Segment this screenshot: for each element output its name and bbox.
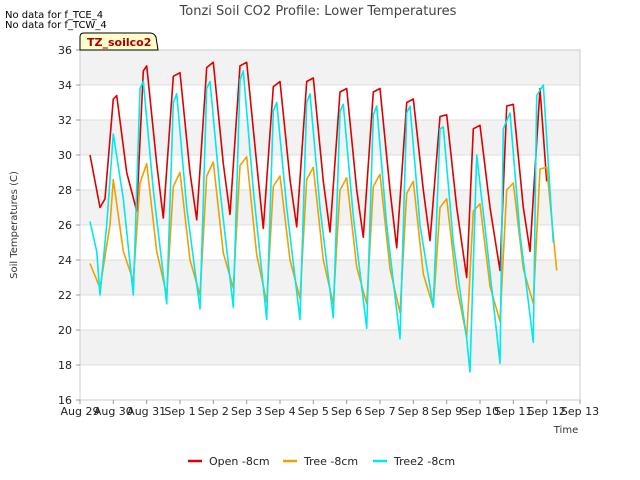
- series-lines: [89, 61, 558, 373]
- y-tick-label: 22: [58, 289, 72, 302]
- site-label: TZ_soilco2: [87, 36, 151, 49]
- background-band: [80, 120, 580, 155]
- legend-label-1: Open -8cm: [209, 455, 270, 468]
- y-tick-label: 24: [58, 254, 72, 267]
- legend-label-2: Tree -8cm: [303, 455, 358, 468]
- x-tick-label: Sep 3: [231, 405, 262, 418]
- y-tick-label: 16: [58, 394, 72, 407]
- background-bands: [80, 50, 580, 365]
- y-tick-label: 36: [58, 44, 72, 57]
- no-data-notes: No data for f_TCE_4 No data for f_TCW_4: [5, 10, 107, 31]
- x-tick-label: Sep 13: [561, 405, 599, 418]
- x-tick-label: Sep 9: [431, 405, 462, 418]
- y-tick-label: 26: [58, 219, 72, 232]
- x-tick-label: Sep 11: [494, 405, 532, 418]
- x-tick-label: Sep 5: [298, 405, 329, 418]
- site-label-frame: [79, 32, 159, 51]
- x-tick-label: Sep 2: [198, 405, 229, 418]
- x-tick-label: Aug 30: [94, 405, 133, 418]
- series-line-1: [89, 61, 548, 279]
- x-tick-label: Sep 1: [164, 405, 195, 418]
- y-tick-label: 30: [58, 149, 72, 162]
- background-band: [80, 330, 580, 365]
- y-tick-label: 20: [58, 324, 72, 337]
- x-tick-label: Aug 31: [127, 405, 166, 418]
- x-tick-label: Sep 12: [528, 405, 566, 418]
- chart-title: Tonzi Soil CO2 Profile: Lower Temperatur…: [179, 4, 457, 19]
- x-tick-label: Aug 29: [61, 405, 100, 418]
- y-tick-label: 18: [58, 359, 72, 372]
- x-axis-title: Time: [553, 425, 578, 436]
- y-tick-label: 28: [58, 184, 72, 197]
- legend-label-3: Tree2 -8cm: [393, 455, 455, 468]
- x-tick-label: Sep 6: [331, 405, 362, 418]
- no-data-note-2: No data for f_TCW_4: [5, 20, 107, 31]
- legend: Open -8cm Tree -8cm Tree2 -8cm: [188, 455, 455, 468]
- y-axis-title: Soil Temperatures (C): [9, 171, 20, 279]
- no-data-note-1: No data for f_TCE_4: [5, 10, 103, 21]
- y-tick-label: 34: [58, 79, 72, 92]
- x-tick-label: Sep 8: [398, 405, 429, 418]
- plot-area: [79, 49, 581, 401]
- x-tick-label: Sep 10: [461, 405, 499, 418]
- series-line-3: [89, 70, 555, 373]
- background-band: [80, 50, 580, 85]
- y-axis-ticks: 16 18 20 22 24 26 28 30 32 34 36: [58, 44, 80, 407]
- x-tick-label: Sep 7: [364, 405, 395, 418]
- x-tick-label: Sep 4: [264, 405, 295, 418]
- site-label-box: TZ_soilco2: [79, 32, 159, 51]
- y-tick-label: 32: [58, 114, 72, 127]
